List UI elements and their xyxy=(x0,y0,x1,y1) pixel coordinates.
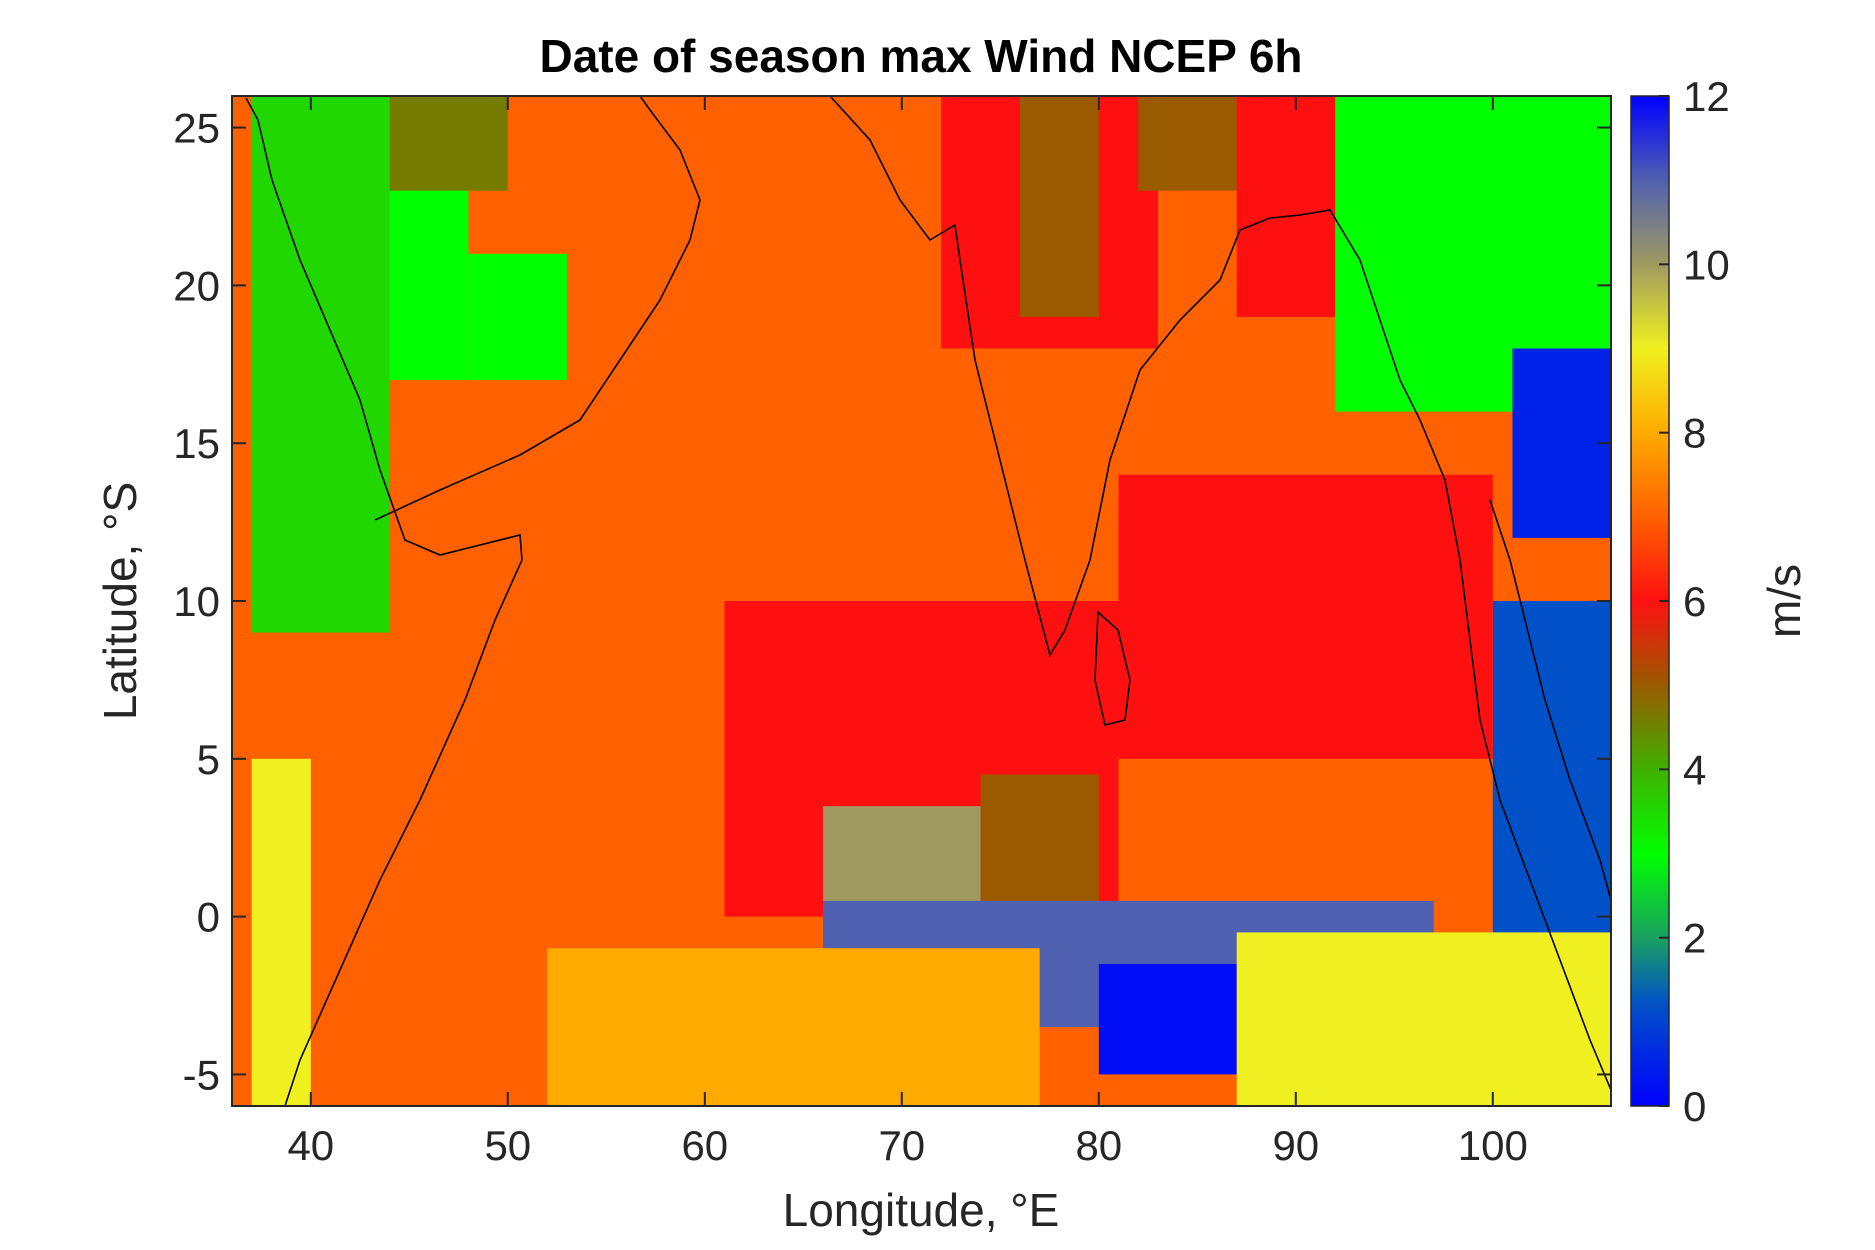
colorbar-tick-label: 8 xyxy=(1683,410,1706,457)
y-tick-label: 0 xyxy=(197,894,220,941)
coastline-africa-arabia xyxy=(245,97,523,1106)
coastline-sri-lanka xyxy=(1094,610,1131,726)
y-tick-label: 15 xyxy=(173,420,220,467)
y-tick-label: 5 xyxy=(197,736,220,783)
heatmap-cell-18 xyxy=(1098,963,1257,1075)
y-axis-ticks: -5 0 5 10 15 20 25 xyxy=(173,105,1611,1098)
x-axis-ticks: 40 50 60 70 80 90 100 xyxy=(287,96,1528,1169)
coastline-india xyxy=(829,96,1421,658)
heatmap-cell-11 xyxy=(1512,348,1611,538)
colorbar-tick-label: 4 xyxy=(1683,746,1706,793)
colorbar-ticks: 0 2 4 6 8 10 12 xyxy=(1659,73,1730,1130)
y-tick-label: -5 xyxy=(183,1051,220,1098)
chart-title: Date of season max Wind NCEP 6h xyxy=(539,30,1302,82)
x-tick-label: 60 xyxy=(681,1122,728,1169)
y-tick-label: 25 xyxy=(173,105,220,152)
y-axis-label: Latitude, °S xyxy=(94,482,146,720)
heatmap-cell-19 xyxy=(1236,932,1611,1106)
colorbar: 0 2 4 6 8 10 12 m/s xyxy=(1630,73,1810,1130)
heatmap-cell-14 xyxy=(1118,474,1493,759)
heatmap-cell-16 xyxy=(980,774,1099,901)
x-tick-label: 90 xyxy=(1272,1122,1319,1169)
heatmap-cell-20 xyxy=(547,948,1040,1106)
x-tick-label: 100 xyxy=(1458,1122,1528,1169)
heatmap-cell-4 xyxy=(251,96,390,633)
coastline-indochina-sumatra xyxy=(1419,419,1611,1091)
colorbar-tick-label: 0 xyxy=(1683,1083,1706,1130)
heatmap-cell-3 xyxy=(468,253,567,381)
colorbar-tick-label: 12 xyxy=(1683,73,1730,120)
y-tick-label: 20 xyxy=(173,262,220,309)
y-tick-label: 10 xyxy=(173,578,220,625)
coastline-outline xyxy=(245,96,1611,1106)
coastline-arabia-south xyxy=(374,96,701,521)
heatmap-cell-2 xyxy=(389,96,508,191)
x-axis-label: Longitude, °E xyxy=(783,1184,1060,1236)
x-tick-label: 80 xyxy=(1075,1122,1122,1169)
coastline-malay xyxy=(1489,499,1611,901)
x-tick-label: 40 xyxy=(287,1122,334,1169)
colorbar-tick-label: 10 xyxy=(1683,241,1730,288)
heatmap-cells xyxy=(232,96,1611,1106)
x-tick-label: 70 xyxy=(878,1122,925,1169)
x-tick-label: 50 xyxy=(484,1122,531,1169)
colorbar-tick-label: 2 xyxy=(1683,915,1706,962)
colorbar-tick-label: 6 xyxy=(1683,578,1706,625)
heatmap-cell-5 xyxy=(251,758,311,1106)
heatmap-cell-7 xyxy=(1020,96,1099,317)
colorbar-label: m/s xyxy=(1758,564,1810,638)
